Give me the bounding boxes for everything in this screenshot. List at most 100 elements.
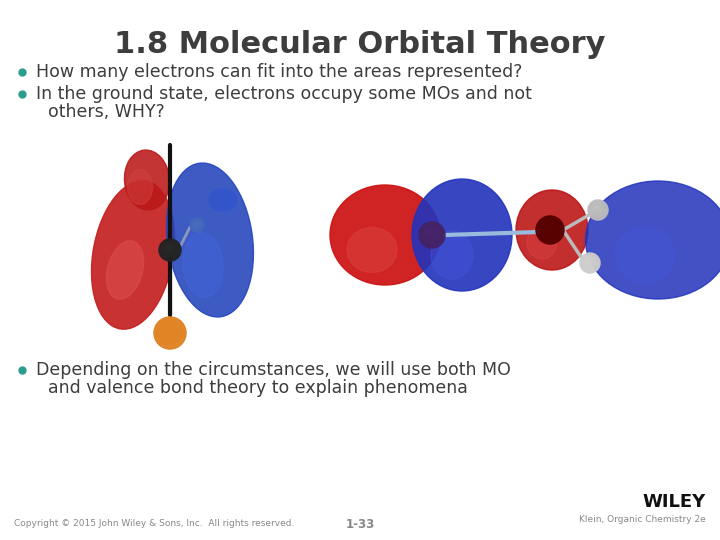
Circle shape <box>422 225 441 244</box>
Ellipse shape <box>91 181 174 329</box>
Circle shape <box>419 222 445 248</box>
Circle shape <box>583 256 595 268</box>
Circle shape <box>156 320 182 345</box>
Circle shape <box>595 206 598 211</box>
Circle shape <box>166 246 171 251</box>
Circle shape <box>159 239 181 261</box>
Circle shape <box>586 259 590 264</box>
Circle shape <box>539 218 561 241</box>
Circle shape <box>193 221 200 228</box>
Circle shape <box>543 222 554 234</box>
Circle shape <box>541 220 557 237</box>
Circle shape <box>195 223 197 225</box>
Ellipse shape <box>330 185 440 285</box>
Circle shape <box>191 219 203 231</box>
Circle shape <box>584 257 594 267</box>
Circle shape <box>167 247 169 249</box>
Circle shape <box>154 317 186 349</box>
Circle shape <box>419 222 445 248</box>
Circle shape <box>588 260 589 262</box>
Ellipse shape <box>615 227 675 282</box>
Text: WILEY: WILEY <box>643 493 706 511</box>
Ellipse shape <box>347 227 397 273</box>
Circle shape <box>592 204 602 214</box>
Circle shape <box>545 225 551 231</box>
Circle shape <box>159 322 179 341</box>
Ellipse shape <box>209 189 237 211</box>
Circle shape <box>194 222 198 226</box>
Circle shape <box>164 244 173 253</box>
Circle shape <box>421 224 442 245</box>
Circle shape <box>161 323 176 340</box>
Circle shape <box>581 254 599 272</box>
Text: and valence bond theory to explain phenomena: and valence bond theory to explain pheno… <box>48 379 468 397</box>
Circle shape <box>585 259 592 265</box>
Ellipse shape <box>431 231 473 279</box>
Text: 1.8 Molecular Orbital Theory: 1.8 Molecular Orbital Theory <box>114 30 606 59</box>
Circle shape <box>160 240 180 260</box>
Circle shape <box>590 201 606 218</box>
Circle shape <box>194 221 199 227</box>
Circle shape <box>162 241 177 257</box>
Circle shape <box>536 216 564 244</box>
Ellipse shape <box>125 150 170 210</box>
Circle shape <box>585 258 593 266</box>
Circle shape <box>165 245 172 252</box>
Text: Copyright © 2015 John Wiley & Sons, Inc.  All rights reserved.: Copyright © 2015 John Wiley & Sons, Inc.… <box>14 519 294 529</box>
Circle shape <box>426 230 434 237</box>
Circle shape <box>428 231 431 234</box>
Circle shape <box>541 221 556 235</box>
Circle shape <box>159 239 181 261</box>
Ellipse shape <box>585 181 720 299</box>
Circle shape <box>162 325 174 338</box>
Circle shape <box>588 200 608 220</box>
Ellipse shape <box>516 190 588 270</box>
Circle shape <box>423 226 438 242</box>
Circle shape <box>595 207 597 209</box>
Circle shape <box>161 241 179 258</box>
Text: 1-33: 1-33 <box>346 517 374 530</box>
Circle shape <box>154 317 186 349</box>
Ellipse shape <box>107 241 143 299</box>
Circle shape <box>163 326 173 335</box>
Circle shape <box>166 328 168 332</box>
Circle shape <box>190 218 204 232</box>
Circle shape <box>580 253 600 273</box>
Circle shape <box>582 254 598 271</box>
Circle shape <box>192 220 202 229</box>
Text: How many electrons can fit into the areas represented?: How many electrons can fit into the area… <box>36 63 523 81</box>
Ellipse shape <box>127 170 153 205</box>
Circle shape <box>591 203 603 215</box>
Ellipse shape <box>166 163 253 317</box>
Circle shape <box>191 219 202 231</box>
Circle shape <box>426 228 436 239</box>
Ellipse shape <box>527 227 557 259</box>
Circle shape <box>156 318 184 347</box>
Text: Klein, Organic Chemistry 2e: Klein, Organic Chemistry 2e <box>580 516 706 524</box>
Circle shape <box>589 201 607 219</box>
Circle shape <box>192 220 201 228</box>
Text: In the ground state, electrons occupy some MOs and not: In the ground state, electrons occupy so… <box>36 85 532 103</box>
Text: others, WHY?: others, WHY? <box>48 103 165 121</box>
Circle shape <box>537 217 562 242</box>
Ellipse shape <box>412 179 512 291</box>
Circle shape <box>424 227 437 240</box>
Circle shape <box>539 219 559 239</box>
Circle shape <box>593 206 600 212</box>
Circle shape <box>420 223 444 246</box>
Circle shape <box>536 216 564 244</box>
Circle shape <box>194 222 197 225</box>
Circle shape <box>190 218 204 232</box>
Circle shape <box>588 200 608 220</box>
Circle shape <box>593 205 600 213</box>
Circle shape <box>163 244 174 254</box>
Circle shape <box>163 242 176 256</box>
Circle shape <box>428 231 433 235</box>
Circle shape <box>544 224 552 232</box>
Circle shape <box>158 321 180 343</box>
Circle shape <box>580 253 600 273</box>
Circle shape <box>582 255 596 269</box>
Circle shape <box>546 226 549 229</box>
Circle shape <box>590 202 604 217</box>
Circle shape <box>164 327 171 334</box>
